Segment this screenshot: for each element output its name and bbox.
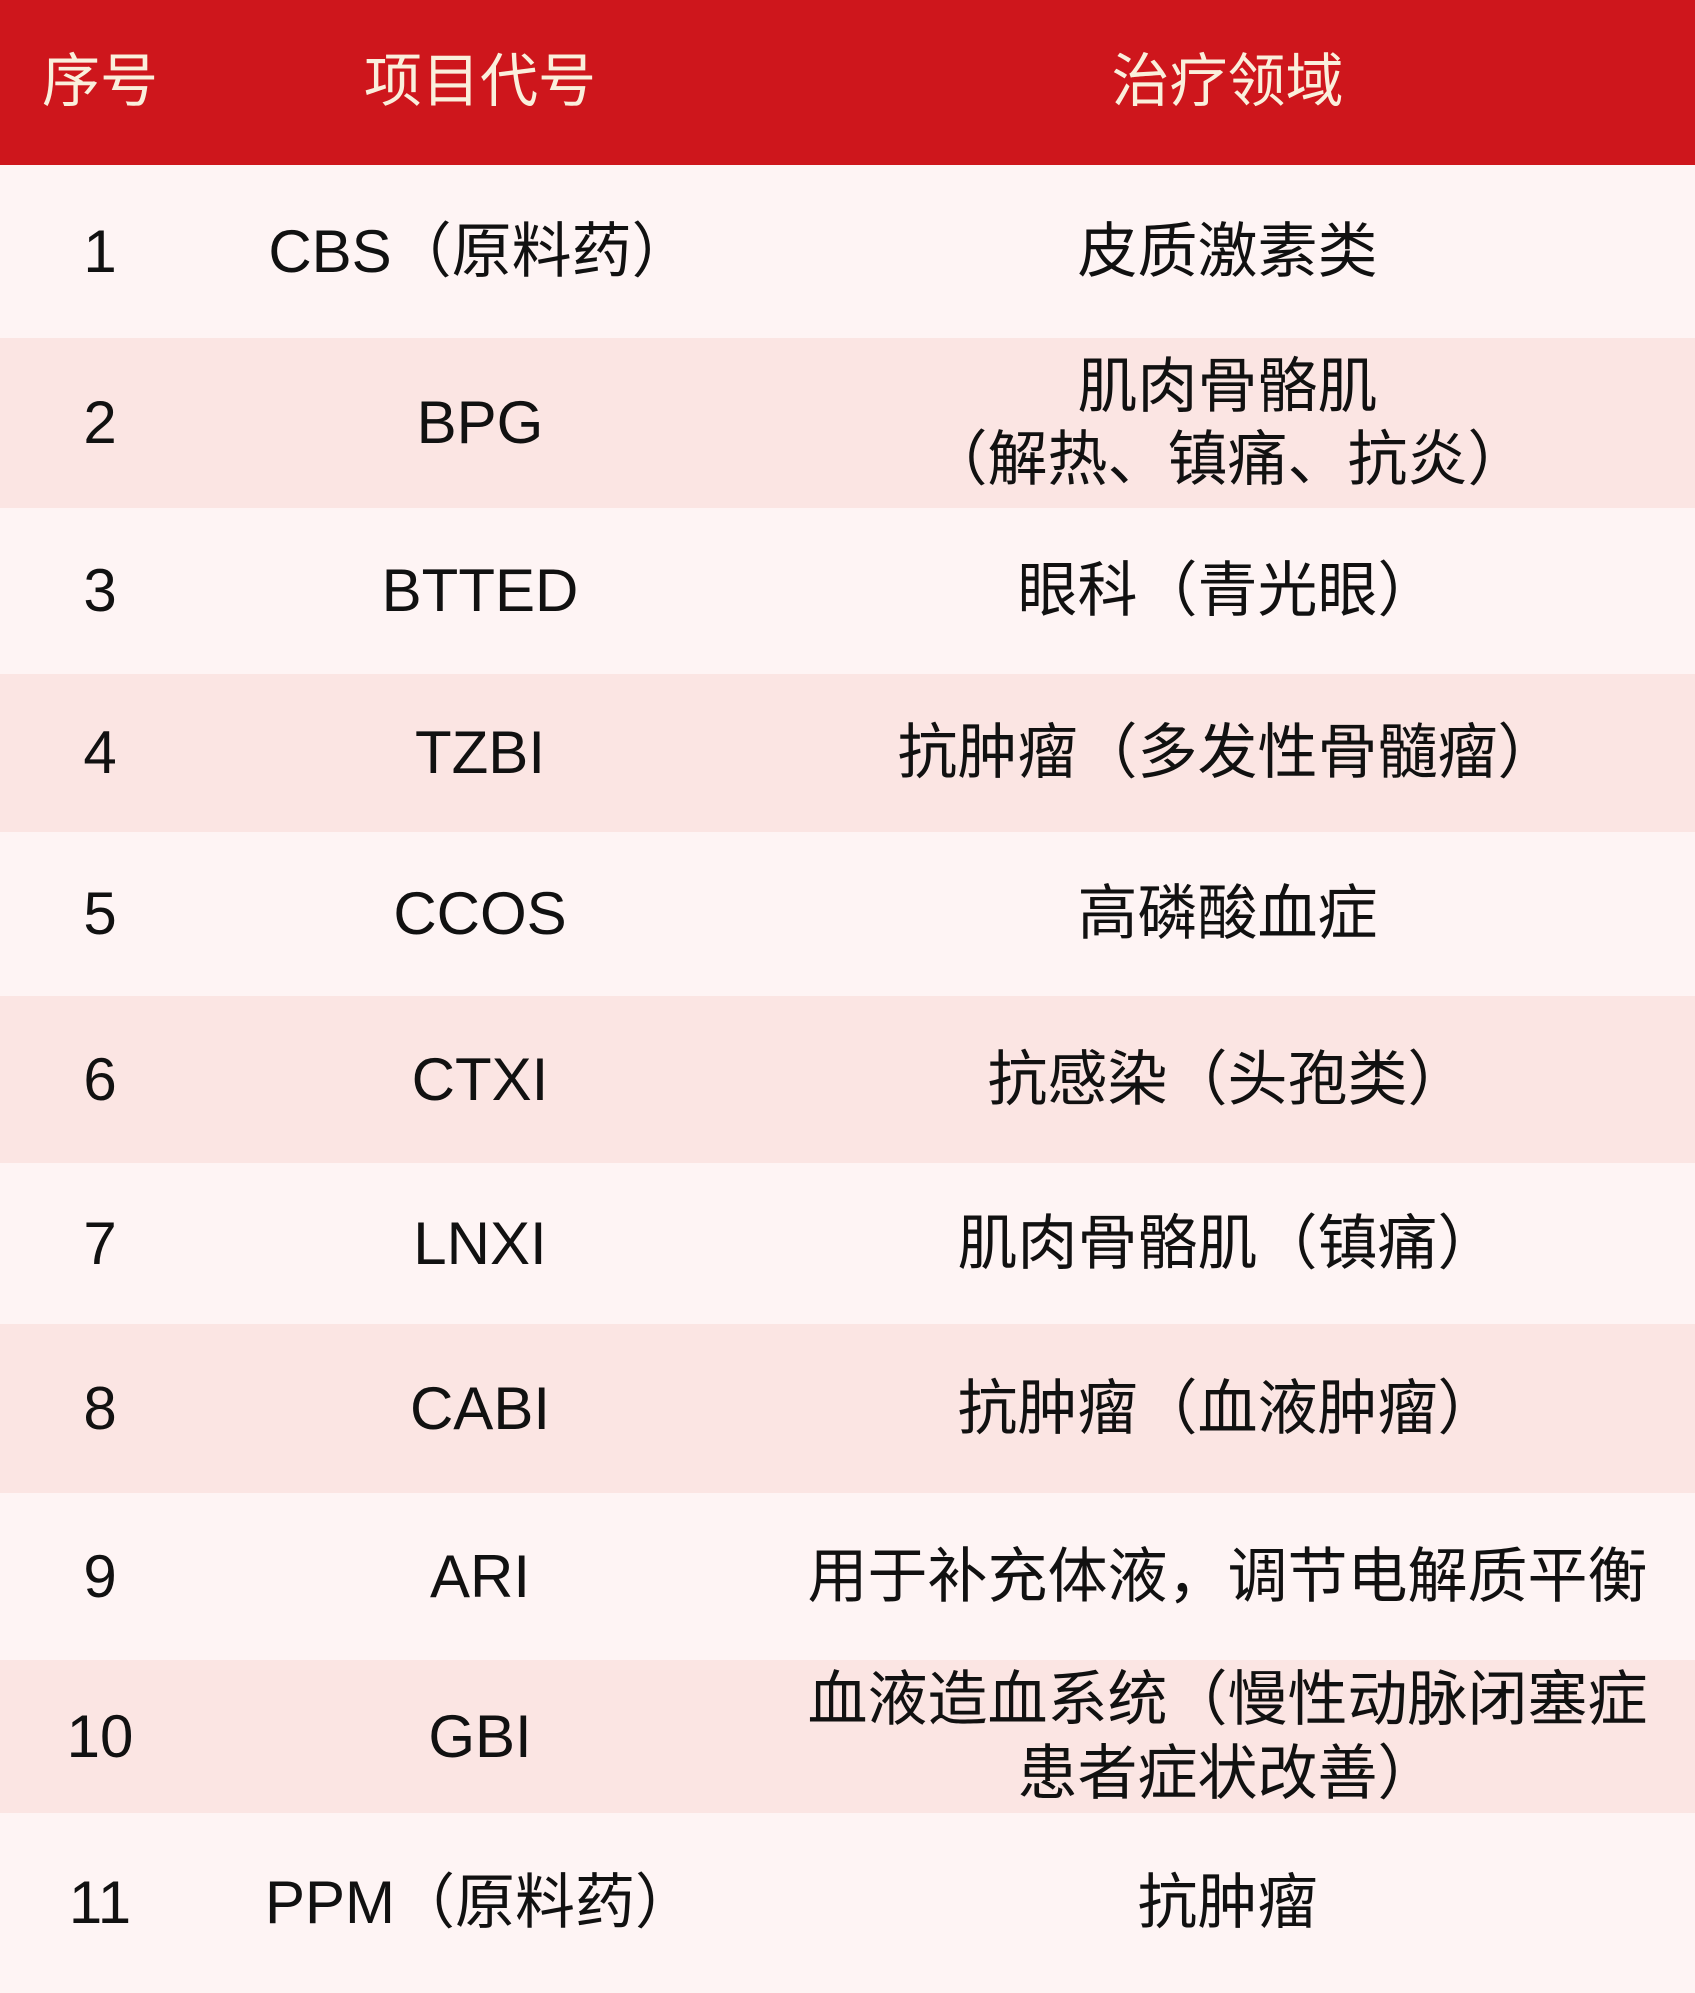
col-header-index: 序号 xyxy=(41,49,158,115)
cell-area: 高磷酸血症 xyxy=(1077,880,1378,948)
table-row: 2 BPG 肌肉骨骼肌 （解热、镇痛、抗炎） xyxy=(0,338,1695,508)
table-row: 3 BTTED 眼科（青光眼） xyxy=(0,508,1695,674)
table-row: 8 CABI 抗肿瘤（血液肿瘤） xyxy=(0,1324,1695,1493)
cell-index: 1 xyxy=(83,217,117,285)
table-row: 10 GBI 血液造血系统（慢性动脉闭塞症 患者症状改善） xyxy=(0,1660,1695,1813)
table-row: 4 TZBI 抗肿瘤（多发性骨髓瘤） xyxy=(0,674,1695,832)
cell-area: 眼科（青光眼） xyxy=(1017,557,1438,625)
cell-area: 肌肉骨骼肌（镇痛） xyxy=(957,1209,1498,1277)
table-row: 9 ARI 用于补充体液，调节电解质平衡 xyxy=(0,1493,1695,1660)
table-body: 1 CBS（原料药） 皮质激素类 2 BPG 肌肉骨骼肌 （解热、镇痛、抗炎） … xyxy=(0,165,1695,1993)
cell-index: 6 xyxy=(83,1045,117,1113)
header-row: 序号 项目代号 治疗领域 xyxy=(0,0,1695,165)
cell-area: 肌肉骨骼肌 （解热、镇痛、抗炎） xyxy=(927,352,1528,493)
cell-index: 4 xyxy=(83,719,117,787)
table-row: 5 CCOS 高磷酸血症 xyxy=(0,832,1695,996)
table-row: 7 LNXI 肌肉骨骼肌（镇痛） xyxy=(0,1163,1695,1324)
cell-area: 抗感染（头孢类） xyxy=(987,1045,1468,1113)
table-row: 1 CBS（原料药） 皮质激素类 xyxy=(0,165,1695,338)
cell-index: 5 xyxy=(83,880,117,948)
table-row: 11 PPM（原料药） 抗肿瘤 xyxy=(0,1813,1695,1993)
cell-area: 血液造血系统（慢性动脉闭塞症 患者症状改善） xyxy=(807,1666,1648,1807)
cell-code: TZBI xyxy=(415,719,545,787)
cell-code: BPG xyxy=(416,389,544,457)
cell-code: CABI xyxy=(409,1374,551,1442)
cell-index: 3 xyxy=(83,557,117,625)
cell-index: 11 xyxy=(68,1869,132,1937)
cell-code: ARI xyxy=(429,1542,531,1610)
cell-code: CBS（原料药） xyxy=(268,217,692,285)
table-row: 6 CTXI 抗感染（头孢类） xyxy=(0,996,1695,1163)
cell-code: CTXI xyxy=(411,1045,549,1113)
cell-index: 7 xyxy=(83,1209,117,1277)
cell-code: CCOS xyxy=(393,880,567,948)
cell-index: 9 xyxy=(83,1542,117,1610)
cell-index: 10 xyxy=(66,1702,134,1770)
cell-area: 抗肿瘤 xyxy=(1137,1869,1318,1937)
cell-area: 抗肿瘤（血液肿瘤） xyxy=(957,1374,1498,1442)
cell-area: 抗肿瘤（多发性骨髓瘤） xyxy=(897,719,1558,787)
cell-code: BTTED xyxy=(381,557,579,625)
col-header-area: 治疗领域 xyxy=(1111,49,1344,115)
cell-area: 用于补充体液，调节电解质平衡 xyxy=(807,1542,1648,1610)
cell-index: 2 xyxy=(83,389,117,457)
cell-area: 皮质激素类 xyxy=(1077,217,1378,285)
cell-code: LNXI xyxy=(413,1209,547,1277)
cell-index: 8 xyxy=(83,1374,117,1442)
col-header-code: 项目代号 xyxy=(363,49,596,115)
cell-code: GBI xyxy=(428,1702,532,1770)
cell-code: PPM（原料药） xyxy=(264,1869,696,1937)
